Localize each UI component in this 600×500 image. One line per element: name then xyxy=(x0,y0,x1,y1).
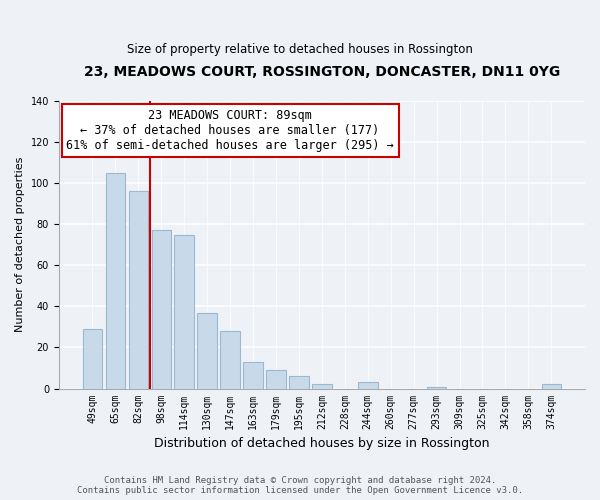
Bar xyxy=(152,230,171,388)
Title: 23, MEADOWS COURT, ROSSINGTON, DONCASTER, DN11 0YG: 23, MEADOWS COURT, ROSSINGTON, DONCASTER… xyxy=(84,65,560,79)
Bar xyxy=(83,329,102,388)
Bar xyxy=(289,376,308,388)
Bar xyxy=(175,234,194,388)
Bar xyxy=(244,362,263,388)
Text: Contains HM Land Registry data © Crown copyright and database right 2024.
Contai: Contains HM Land Registry data © Crown c… xyxy=(77,476,523,495)
Bar xyxy=(197,312,217,388)
Bar xyxy=(106,173,125,388)
Bar xyxy=(312,384,332,388)
Text: Size of property relative to detached houses in Rossington: Size of property relative to detached ho… xyxy=(127,42,473,56)
Bar xyxy=(358,382,377,388)
Bar xyxy=(128,192,148,388)
Bar xyxy=(542,384,561,388)
Text: 23 MEADOWS COURT: 89sqm
← 37% of detached houses are smaller (177)
61% of semi-d: 23 MEADOWS COURT: 89sqm ← 37% of detache… xyxy=(66,109,394,152)
Bar xyxy=(220,331,240,388)
Bar xyxy=(427,386,446,388)
X-axis label: Distribution of detached houses by size in Rossington: Distribution of detached houses by size … xyxy=(154,437,490,450)
Y-axis label: Number of detached properties: Number of detached properties xyxy=(15,157,25,332)
Bar xyxy=(266,370,286,388)
